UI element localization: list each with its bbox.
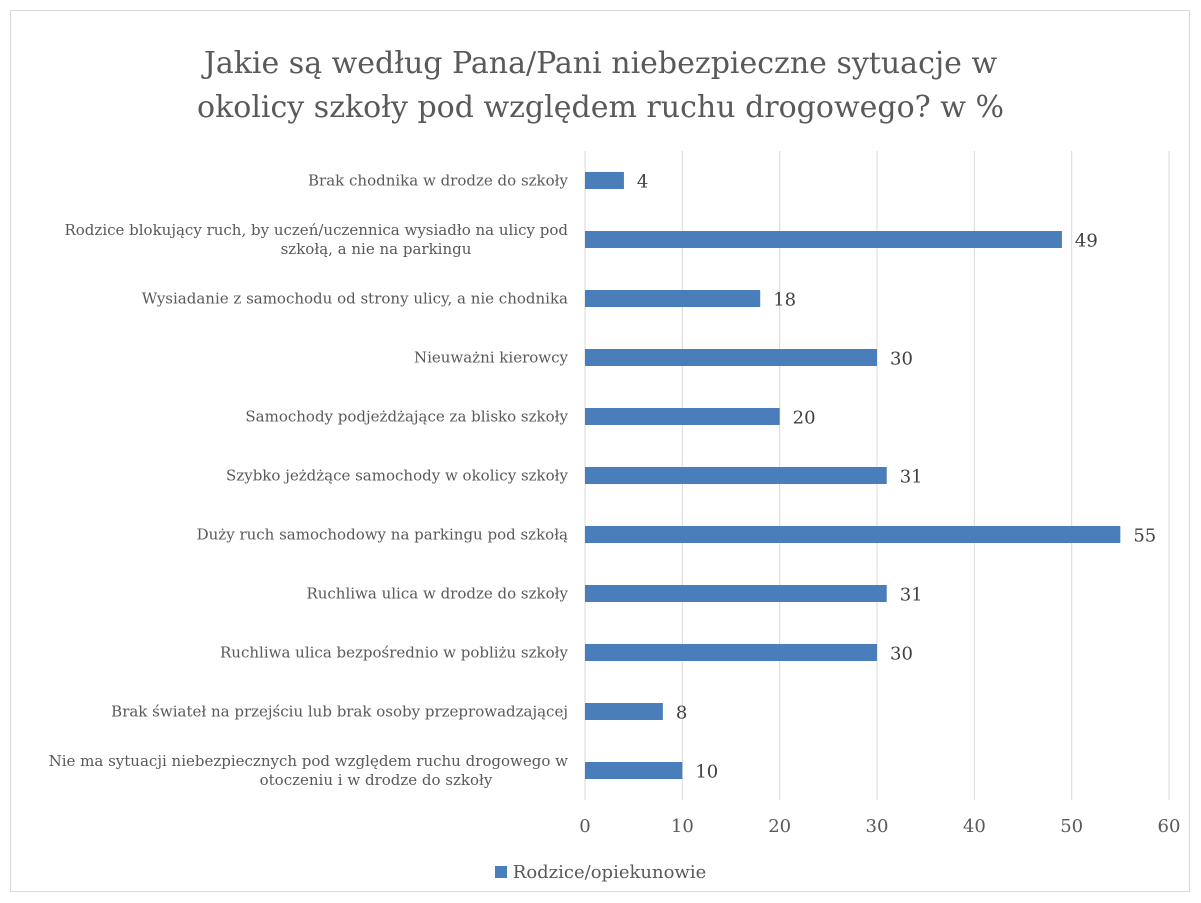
data-label: 18 bbox=[773, 290, 796, 311]
bar bbox=[585, 231, 1062, 248]
category-label: Brak chodnika w drodze do szkoły bbox=[308, 172, 568, 190]
chart-title: Jakie są według Pana/Pani niebezpieczne … bbox=[0, 42, 1201, 130]
data-label: 49 bbox=[1075, 231, 1098, 252]
data-label: 30 bbox=[890, 644, 913, 665]
category-label-line: Rodzice blokujący ruch, by uczeń/uczenni… bbox=[64, 221, 568, 239]
bar bbox=[585, 585, 887, 602]
x-tick-label: 0 bbox=[579, 816, 590, 837]
x-tick-label: 40 bbox=[963, 816, 986, 837]
category-label-line: Brak chodnika w drodze do szkoły bbox=[308, 172, 568, 190]
category-label: Brak świateł na przejściu lub brak osoby… bbox=[111, 703, 568, 721]
legend-swatch bbox=[494, 866, 507, 878]
category-label-line: Nieuważni kierowcy bbox=[414, 349, 569, 367]
data-label: 10 bbox=[695, 762, 718, 783]
category-label: Duży ruch samochodowy na parkingu pod sz… bbox=[197, 526, 568, 544]
bar bbox=[585, 703, 663, 720]
x-tick-label: 60 bbox=[1158, 816, 1181, 837]
data-label: 30 bbox=[890, 349, 913, 370]
bar bbox=[585, 349, 877, 366]
bar bbox=[585, 762, 683, 779]
category-label: Szybko jeżdżące samochody w okolicy szko… bbox=[226, 467, 568, 485]
category-label: Samochody podjeżdżające za blisko szkoły bbox=[245, 408, 568, 426]
category-label-line: Ruchliwa ulica w drodze do szkoły bbox=[306, 585, 568, 603]
bar bbox=[585, 526, 1121, 543]
data-label: 8 bbox=[676, 703, 687, 724]
legend-label: Rodzice/opiekunowie bbox=[512, 862, 707, 883]
category-label-line: Ruchliwa ulica bezpośrednio w pobliżu sz… bbox=[220, 644, 568, 662]
category-label-line: Wysiadanie z samochodu od strony ulicy, … bbox=[142, 290, 568, 308]
category-label-line: szkołą, a nie na parkingu bbox=[281, 240, 472, 258]
category-label: Nieuważni kierowcy bbox=[414, 349, 569, 367]
data-label: 31 bbox=[900, 585, 923, 606]
category-label: Ruchliwa ulica bezpośrednio w pobliżu sz… bbox=[220, 644, 568, 662]
category-label-line: Szybko jeżdżące samochody w okolicy szko… bbox=[226, 467, 568, 485]
x-tick-label: 50 bbox=[1060, 816, 1083, 837]
x-tick-label: 20 bbox=[768, 816, 791, 837]
category-label-line: otoczeniu i w drodze do szkoły bbox=[260, 771, 493, 789]
chart-title-line-1: Jakie są według Pana/Pani niebezpieczne … bbox=[203, 46, 998, 81]
category-label-line: Duży ruch samochodowy na parkingu pod sz… bbox=[197, 526, 568, 544]
data-label: 4 bbox=[637, 172, 648, 193]
bar bbox=[585, 172, 624, 189]
category-label: Wysiadanie z samochodu od strony ulicy, … bbox=[142, 290, 568, 308]
x-tick-label: 30 bbox=[866, 816, 889, 837]
category-label: Ruchliwa ulica w drodze do szkoły bbox=[306, 585, 568, 603]
bar bbox=[585, 644, 877, 661]
data-label: 31 bbox=[900, 467, 923, 488]
category-label-line: Nie ma sytuacji niebezpiecznych pod wzgl… bbox=[49, 752, 569, 770]
category-label-line: Samochody podjeżdżające za blisko szkoły bbox=[245, 408, 568, 426]
bar bbox=[585, 467, 887, 484]
category-label-line: Brak świateł na przejściu lub brak osoby… bbox=[111, 703, 568, 721]
x-tick-label: 10 bbox=[671, 816, 694, 837]
data-label: 55 bbox=[1133, 526, 1156, 547]
legend: Rodzice/opiekunowie bbox=[0, 862, 1201, 883]
data-label: 20 bbox=[793, 408, 816, 429]
category-label: Nie ma sytuacji niebezpiecznych pod wzgl… bbox=[49, 752, 569, 789]
bar bbox=[585, 290, 761, 307]
chart-title-line-2: okolicy szkoły pod względem ruchu drogow… bbox=[197, 90, 1004, 125]
category-label: Rodzice blokujący ruch, by uczeń/uczenni… bbox=[64, 221, 568, 258]
chart-frame bbox=[10, 10, 1190, 892]
bar bbox=[585, 408, 780, 425]
